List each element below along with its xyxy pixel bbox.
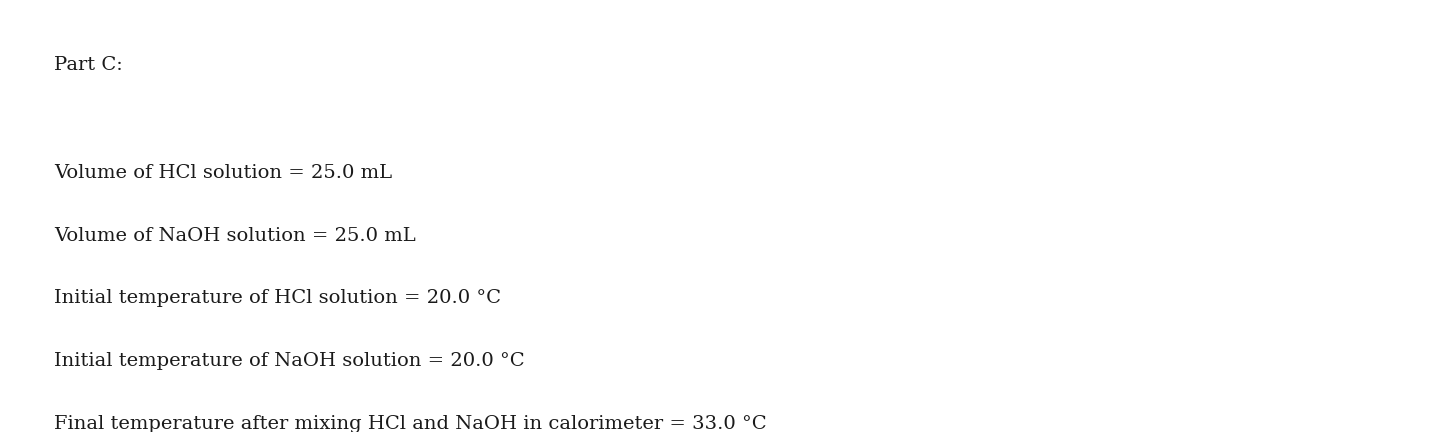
Text: Final temperature after mixing HCl and NaOH in calorimeter = 33.0 °C: Final temperature after mixing HCl and N…: [54, 415, 767, 432]
Text: Initial temperature of HCl solution = 20.0 °C: Initial temperature of HCl solution = 20…: [54, 289, 502, 308]
Text: Volume of HCl solution = 25.0 mL: Volume of HCl solution = 25.0 mL: [54, 164, 393, 182]
Text: Volume of NaOH solution = 25.0 mL: Volume of NaOH solution = 25.0 mL: [54, 227, 416, 245]
Text: Initial temperature of NaOH solution = 20.0 °C: Initial temperature of NaOH solution = 2…: [54, 352, 525, 370]
Text: Part C:: Part C:: [54, 56, 123, 74]
